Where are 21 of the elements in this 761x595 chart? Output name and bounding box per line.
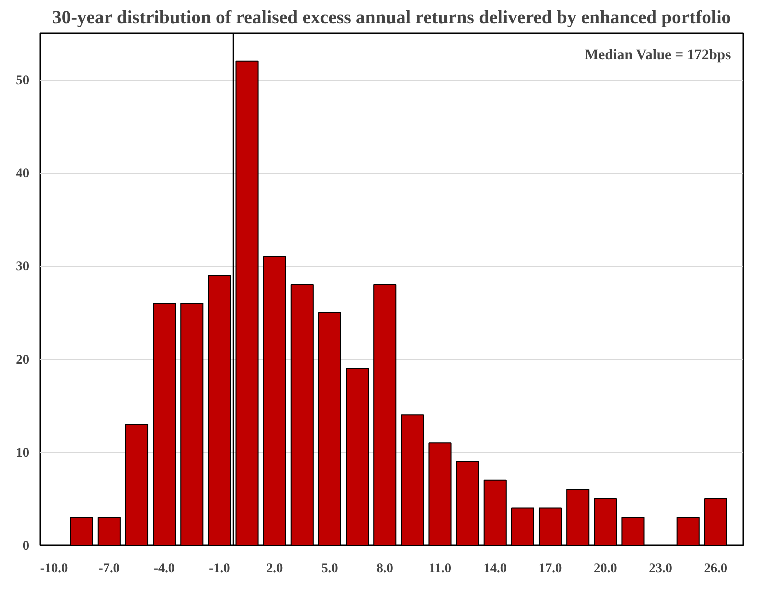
x-tick-label: -4.0	[154, 560, 176, 576]
annotation: Median Value = 172bps	[584, 48, 732, 64]
y-tick-label: 20	[16, 352, 30, 367]
x-tick-label: 2.0	[266, 560, 284, 576]
x-tick-label: 20.0	[594, 560, 618, 576]
x-tick-label: 26.0	[704, 560, 728, 576]
chart-title: 30-year distribution of realised excess annual returns delivered by enhanced portfolio	[52, 8, 732, 28]
x-tick-label: 8.0	[376, 560, 394, 576]
y-tick-label: 30	[16, 258, 30, 274]
x-tick-label: 17.0	[538, 560, 563, 576]
x-tick-label: 5.0	[322, 560, 339, 576]
x-tick-label: 23.0	[649, 560, 673, 576]
x-tick-label: 11.0	[428, 560, 452, 576]
x-tick-label: -7.0	[98, 560, 120, 576]
y-tick-label: 10	[16, 444, 30, 460]
y-tick-label: 50	[16, 72, 30, 88]
y-tick-label: 0	[22, 538, 30, 553]
x-tick-label: -1.0	[209, 560, 231, 576]
x-tick-label: -10.0	[40, 560, 68, 576]
y-tick-label: 40	[16, 166, 30, 181]
x-tick-label: 14.0	[484, 560, 508, 576]
